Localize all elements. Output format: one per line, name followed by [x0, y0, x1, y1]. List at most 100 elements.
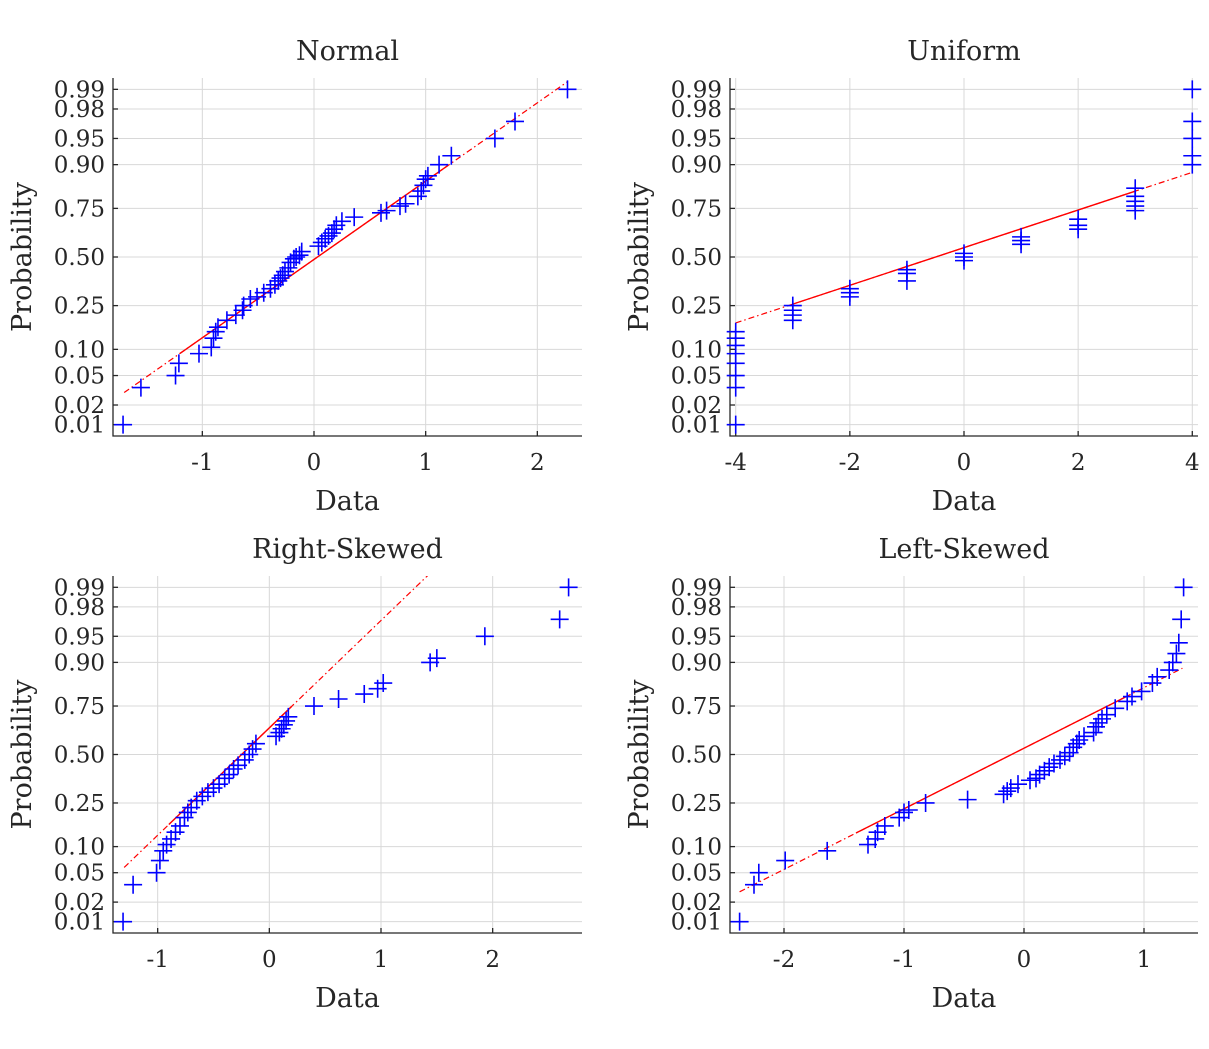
data-point-marker — [1027, 769, 1045, 788]
data-point-marker — [377, 201, 396, 220]
data-point-marker — [233, 301, 252, 320]
y-tick-label: 0.05 — [54, 364, 105, 390]
y-tick-label: 0.25 — [54, 791, 105, 817]
data-point-marker — [1183, 112, 1202, 131]
data-point-marker — [114, 415, 133, 434]
data-point-marker — [1123, 687, 1141, 706]
y-tick-label: 0.01 — [671, 413, 722, 439]
data-point-marker — [275, 262, 294, 281]
data-point-marker — [322, 224, 341, 243]
data-point-marker — [1001, 779, 1020, 798]
y-tick-label: 0.25 — [671, 294, 722, 320]
data-point-marker — [998, 782, 1017, 801]
data-point-marker — [1069, 210, 1088, 229]
y-tick-label: 0.75 — [54, 196, 105, 222]
y-tick-label: 0.02 — [54, 890, 105, 916]
data-point-marker — [1169, 633, 1188, 652]
data-point-marker — [206, 322, 225, 341]
data-point-marker — [1174, 578, 1193, 597]
data-point-marker — [1051, 750, 1069, 769]
data-point-marker — [1009, 775, 1027, 794]
y-tick-label: 0.25 — [54, 294, 105, 320]
data-point-marker — [277, 711, 296, 730]
data-point-marker — [730, 912, 749, 931]
data-point-marker — [169, 354, 188, 373]
data-point-marker — [430, 155, 449, 174]
x-tick-label: 0 — [307, 450, 322, 476]
x-tick-label: -1 — [893, 947, 915, 973]
data-point-marker — [325, 220, 344, 239]
data-point-marker — [114, 912, 133, 931]
axes-lines — [112, 576, 582, 934]
y-tick-label: 0.95 — [671, 126, 722, 152]
data-point-marker — [899, 800, 918, 819]
data-point-marker — [416, 170, 435, 189]
data-point-marker — [875, 816, 894, 835]
data-point-marker — [442, 146, 461, 165]
data-point-marker — [558, 80, 577, 99]
subplot-normal: 0.010.02 0.050.10 0.25 0.50 0.75 0.900.95 0.98… — [7, 36, 582, 517]
data-point-marker — [1148, 667, 1167, 686]
data-point-marker — [1060, 743, 1079, 762]
data-point-marker — [243, 740, 262, 759]
data-point-marker — [1030, 765, 1049, 784]
x-tick-label: 0 — [1017, 947, 1032, 973]
data-point-marker — [215, 769, 234, 788]
data-point-marker — [345, 208, 364, 227]
data-point-marker — [485, 129, 504, 148]
data-point-marker — [1183, 80, 1202, 99]
data-point-marker — [506, 112, 524, 131]
data-point-marker — [1167, 644, 1186, 663]
data-point-marker — [1040, 758, 1059, 777]
data-point-marker — [290, 246, 309, 265]
y-tick-label: 0.99 — [671, 77, 722, 103]
subplot-title: Uniform — [907, 36, 1021, 67]
y-tick-label: 0.10 — [54, 835, 105, 861]
subplot-title: Normal — [296, 36, 399, 67]
data-point-marker — [1172, 610, 1191, 629]
y-tick-label: 0.90 — [671, 153, 722, 179]
data-point-marker — [162, 829, 181, 848]
x-tick-label: -2 — [773, 947, 795, 973]
data-point-marker — [279, 707, 298, 726]
data-point-marker — [332, 212, 351, 231]
x-tick-label: -2 — [839, 450, 861, 476]
data-point-marker — [272, 719, 291, 738]
data-point-marker — [1089, 713, 1108, 732]
y-tick-label: 0.50 — [54, 743, 105, 769]
data-point-marker — [890, 808, 909, 827]
data-point-marker — [745, 875, 763, 894]
y-axis-label: Probability — [624, 679, 655, 830]
data-point-marker — [897, 260, 916, 279]
y-tick-label: 0.10 — [671, 337, 722, 363]
data-point-marker — [783, 296, 802, 315]
data-point-marker — [427, 649, 446, 668]
data-point-marker — [1183, 146, 1202, 165]
data-point-marker — [1035, 761, 1054, 780]
data-point-marker — [246, 734, 265, 753]
y-tick-label: 0.25 — [671, 791, 722, 817]
data-point-marker — [1132, 682, 1151, 701]
data-point-marker — [355, 685, 374, 704]
data-point-marker — [1055, 747, 1074, 766]
y-axis-label: Probability — [7, 679, 38, 830]
data-point-marker — [274, 715, 293, 734]
data-point-marker — [550, 610, 569, 629]
y-tick-label: 0.95 — [54, 624, 105, 650]
data-point-marker — [895, 803, 913, 822]
data-point-marker — [1126, 179, 1145, 198]
data-point-marker — [418, 166, 437, 185]
y-tick-label: 0.02 — [54, 393, 105, 419]
data-point-marker — [1106, 699, 1125, 718]
x-axis-label: Data — [932, 486, 997, 517]
data-point-marker — [217, 311, 236, 330]
y-tick-label: 0.98 — [671, 595, 722, 621]
y-tick-label: 0.75 — [54, 694, 105, 720]
y-tick-label: 0.02 — [671, 393, 722, 419]
x-tick-label: 2 — [530, 450, 545, 476]
data-point-marker — [396, 194, 415, 213]
data-point-marker — [475, 627, 494, 646]
x-tick-label: 4 — [1185, 450, 1200, 476]
y-tick-label: 0.99 — [54, 77, 105, 103]
